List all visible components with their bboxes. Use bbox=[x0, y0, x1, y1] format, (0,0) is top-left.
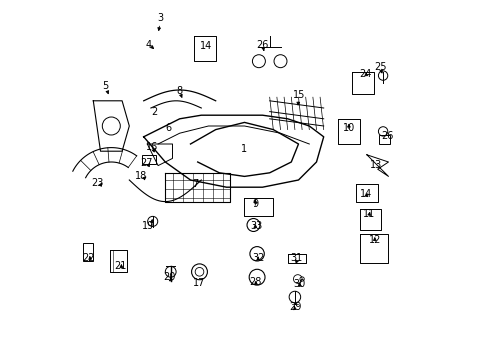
Text: 32: 32 bbox=[251, 253, 264, 263]
Text: 4: 4 bbox=[145, 40, 151, 50]
Text: 6: 6 bbox=[165, 123, 171, 133]
Text: 26: 26 bbox=[381, 131, 393, 141]
Text: 7: 7 bbox=[191, 179, 198, 189]
Text: 14: 14 bbox=[199, 41, 211, 51]
Text: 3: 3 bbox=[157, 13, 163, 23]
Text: 19: 19 bbox=[142, 221, 154, 231]
Text: 27: 27 bbox=[140, 158, 153, 168]
Text: 1: 1 bbox=[241, 144, 247, 154]
Text: 28: 28 bbox=[248, 277, 261, 287]
Text: 20: 20 bbox=[163, 272, 176, 282]
Text: 25: 25 bbox=[374, 62, 386, 72]
Text: 23: 23 bbox=[91, 178, 103, 188]
Text: 30: 30 bbox=[293, 279, 305, 289]
Text: 5: 5 bbox=[102, 81, 108, 91]
Text: 24: 24 bbox=[358, 69, 370, 79]
Text: 18: 18 bbox=[134, 171, 147, 181]
Text: 2: 2 bbox=[151, 107, 157, 117]
Text: 21: 21 bbox=[114, 261, 126, 271]
Text: 16: 16 bbox=[145, 142, 158, 152]
Text: 14: 14 bbox=[359, 189, 371, 199]
Text: 8: 8 bbox=[176, 86, 183, 96]
Text: 15: 15 bbox=[293, 90, 305, 100]
Bar bbox=[379, 135, 389, 144]
Bar bbox=[82, 243, 93, 261]
Text: 22: 22 bbox=[82, 253, 95, 264]
Text: 29: 29 bbox=[289, 302, 301, 312]
Text: 26: 26 bbox=[256, 40, 268, 50]
Text: 31: 31 bbox=[289, 253, 302, 263]
Text: 33: 33 bbox=[250, 221, 262, 231]
Text: 12: 12 bbox=[368, 235, 380, 245]
Text: 9: 9 bbox=[252, 199, 258, 210]
Text: 11: 11 bbox=[362, 209, 374, 219]
Text: 17: 17 bbox=[193, 278, 205, 288]
Text: 13: 13 bbox=[369, 160, 382, 170]
Bar bbox=[142, 155, 156, 164]
Text: 10: 10 bbox=[342, 123, 354, 133]
